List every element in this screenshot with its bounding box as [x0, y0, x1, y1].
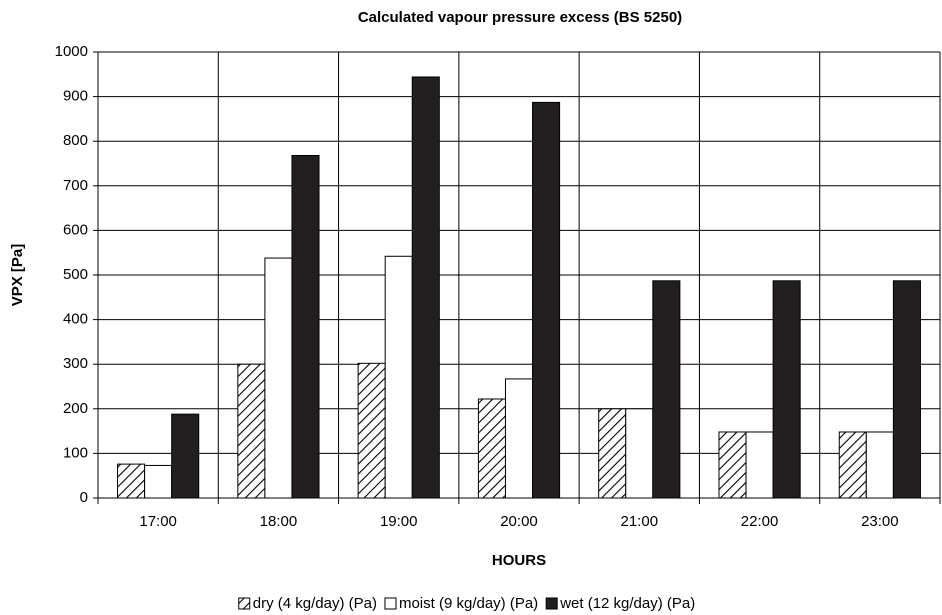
legend-label: wet (12 kg/day) (Pa)	[559, 595, 695, 612]
legend-swatch	[238, 597, 251, 610]
y-axis-title: VPX [Pa]	[9, 244, 26, 307]
bar	[411, 76, 440, 499]
bar	[171, 413, 200, 499]
bar	[598, 408, 627, 499]
bar	[144, 464, 173, 499]
bar	[892, 280, 921, 499]
y-tick-label: 300	[63, 355, 88, 372]
x-axis-title: HOURS	[492, 552, 546, 569]
bar	[838, 431, 867, 499]
bar	[237, 363, 266, 499]
y-tick-label: 400	[63, 311, 88, 328]
y-tick-label: 500	[63, 266, 88, 283]
bar	[504, 378, 534, 499]
x-tick-label: 19:00	[380, 513, 418, 530]
x-tick-label: 18:00	[260, 513, 298, 530]
bar	[357, 362, 386, 499]
x-tick-label: 20:00	[500, 513, 538, 530]
y-tick-label: 1000	[55, 43, 88, 60]
legend-swatch	[384, 597, 397, 610]
x-tick-label: 22:00	[741, 513, 779, 530]
bar	[772, 280, 801, 499]
bar	[384, 255, 413, 499]
chart-title: Calculated vapour pressure excess (BS 52…	[358, 9, 682, 26]
bar	[477, 398, 506, 499]
bar	[532, 101, 561, 499]
bar	[291, 154, 320, 499]
bar	[117, 463, 146, 499]
y-tick-label: 600	[63, 221, 88, 238]
bar	[865, 431, 894, 499]
x-tick-label: 21:00	[621, 513, 659, 530]
bar	[264, 257, 293, 499]
bar	[625, 408, 654, 499]
legend-label: moist (9 kg/day) (Pa)	[399, 595, 538, 612]
bar	[745, 431, 774, 499]
bar	[652, 280, 681, 499]
bar	[718, 431, 747, 499]
y-tick-label: 200	[63, 400, 88, 417]
y-tick-label: 700	[63, 177, 88, 194]
y-tick-label: 100	[63, 444, 88, 461]
legend-label: dry (4 kg/day) (Pa)	[253, 595, 377, 612]
y-tick-label: 0	[80, 489, 88, 506]
y-tick-label: 800	[63, 132, 88, 149]
x-tick-label: 17:00	[139, 513, 177, 530]
legend-swatch	[545, 597, 558, 610]
x-tick-label: 23:00	[861, 513, 899, 530]
y-tick-label: 900	[63, 88, 88, 105]
